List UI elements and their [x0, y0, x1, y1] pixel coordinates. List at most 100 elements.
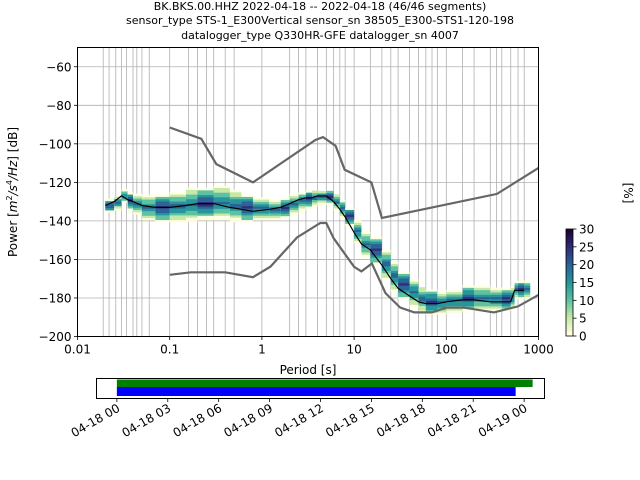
- psd-cell: [169, 212, 186, 216]
- psd-cell: [390, 279, 399, 283]
- psd-cell: [155, 215, 170, 218]
- psd-cell: [213, 213, 230, 216]
- coverage-tick-label: 04-18 18: [374, 401, 428, 440]
- psd-cell: [298, 203, 306, 207]
- psd-cell: [446, 310, 463, 313]
- psd-cell: [518, 296, 525, 300]
- psd-cell: [121, 191, 128, 194]
- psd-cell: [197, 199, 214, 202]
- psd-cell: [229, 219, 242, 223]
- psd-cell: [361, 249, 371, 253]
- psd-cell: [155, 198, 170, 202]
- psd-cell: [312, 190, 318, 194]
- psd-cell: [185, 208, 198, 211]
- psd-cell: [462, 285, 475, 288]
- colorbar-label: [%]: [621, 183, 635, 204]
- psd-cell: [312, 202, 318, 205]
- colorbar-segment: [566, 333, 573, 337]
- psd-cell: [269, 203, 281, 207]
- colorbar-segment: [566, 274, 573, 278]
- psd-cell: [317, 200, 327, 203]
- psd-cell: [390, 268, 399, 271]
- psd-cell: [409, 299, 419, 303]
- psd-cell: [289, 207, 299, 211]
- psd-cell: [114, 203, 122, 207]
- psd-cell: [437, 298, 447, 301]
- psd-cell: [398, 289, 410, 293]
- psd-cell: [185, 217, 198, 221]
- colorbar-segment: [566, 303, 573, 307]
- psd-cell: [185, 194, 198, 197]
- psd-cell: [514, 296, 519, 300]
- psd-cell: [514, 289, 519, 293]
- psd-cell: [213, 192, 230, 195]
- psd-cell: [197, 194, 214, 198]
- psd-cell: [155, 217, 170, 221]
- psd-cell: [229, 194, 242, 197]
- psd-cell: [490, 292, 502, 295]
- psd-cell: [398, 278, 410, 281]
- psd-cell: [185, 212, 198, 216]
- psd-cell: [213, 201, 230, 205]
- psd-cell: [398, 280, 410, 284]
- psd-cell: [425, 291, 438, 295]
- psd-cell: [518, 294, 525, 298]
- psd-cell: [252, 197, 270, 200]
- psd-cell: [298, 198, 306, 202]
- psd-cell: [241, 196, 253, 200]
- psd-cell: [169, 210, 186, 214]
- psd-cell: [121, 198, 128, 201]
- psd-cell: [241, 215, 253, 218]
- psd-cell: [381, 263, 391, 267]
- psd-cell: [229, 189, 242, 193]
- low-noise-model-line: [169, 221, 540, 314]
- psd-cell: [462, 294, 475, 298]
- psd-cell: [409, 288, 419, 291]
- psd-cell: [197, 208, 214, 212]
- y-tick-label: −140: [39, 214, 72, 228]
- psd-cell: [510, 292, 515, 296]
- colorbar-segment: [566, 295, 573, 299]
- psd-cell: [418, 291, 426, 295]
- psd-cell: [229, 192, 242, 195]
- psd-cell: [339, 204, 346, 207]
- psd-cell: [169, 192, 186, 195]
- psd-cell: [197, 201, 214, 205]
- colorbar-segment: [566, 231, 573, 235]
- psd-cell: [490, 294, 502, 298]
- psd-cell: [354, 227, 362, 230]
- psd-cell: [370, 259, 382, 263]
- psd-cell: [298, 196, 306, 200]
- psd-cell: [333, 196, 340, 200]
- coverage-tick-label: 04-18 15: [323, 401, 377, 440]
- psd-cell: [437, 296, 447, 299]
- psd-cell: [280, 215, 290, 219]
- colorbar-segment: [566, 282, 573, 286]
- coverage-bar: [116, 379, 533, 387]
- psd-cell: [518, 292, 525, 295]
- psd-cell: [169, 198, 186, 202]
- psd-cell: [280, 199, 290, 203]
- psd-cell: [185, 198, 198, 202]
- psd-cell: [462, 303, 475, 307]
- psd-cell: [398, 282, 410, 286]
- psd-cell: [462, 287, 475, 291]
- psd-cell: [317, 190, 327, 194]
- psd-cell: [133, 209, 142, 213]
- psd-cell: [425, 289, 438, 292]
- psd-cell: [141, 206, 156, 209]
- psd-cell: [425, 296, 438, 299]
- psd-cell: [155, 219, 170, 223]
- psd-cell: [409, 302, 419, 305]
- psd-cell: [169, 215, 186, 218]
- psd-cell: [155, 208, 170, 211]
- psd-cell: [370, 262, 382, 265]
- psd-cell: [398, 285, 410, 288]
- colorbar-segment: [566, 279, 573, 283]
- y-tick-label: −100: [39, 137, 72, 151]
- psd-cell: [241, 201, 253, 204]
- colorbar-segment: [566, 250, 573, 254]
- psd-cell: [437, 302, 447, 306]
- psd-cell: [345, 216, 355, 220]
- psd-cell: [501, 306, 511, 309]
